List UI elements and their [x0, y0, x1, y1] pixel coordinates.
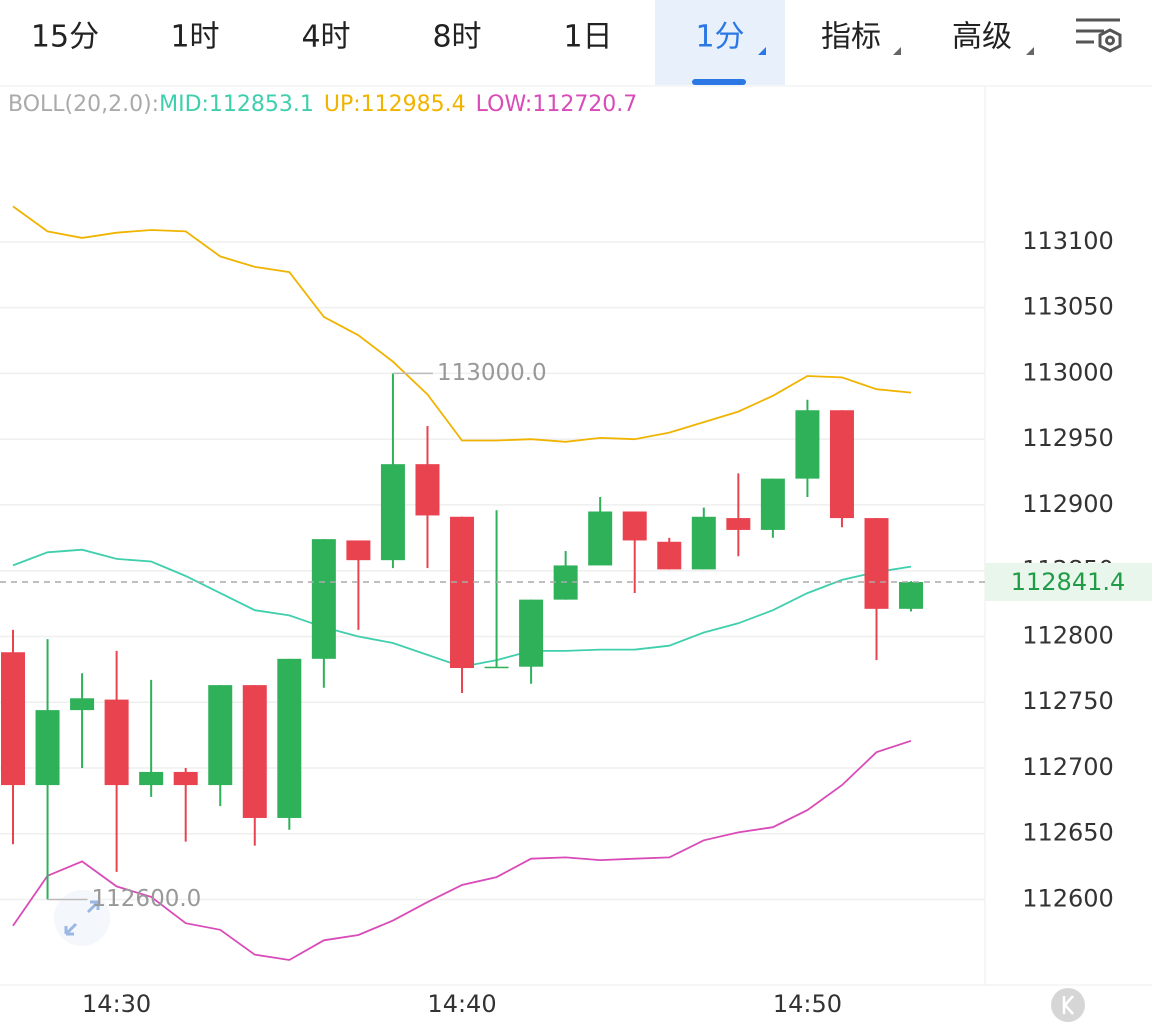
y-tick-label: 113050 [1022, 293, 1114, 321]
candle-body [657, 541, 682, 570]
zoom-icon[interactable] [54, 890, 110, 946]
y-tick-label: 113100 [1022, 227, 1114, 255]
annotation-label: 112600.0 [92, 886, 202, 912]
tab-caret [893, 47, 901, 55]
legend-entry: UP:112985.4 [324, 92, 466, 117]
reset-icon[interactable] [1051, 988, 1085, 1022]
legend-entry: MID:112853.1 [159, 92, 314, 117]
candle-body [484, 666, 509, 669]
candle-body [139, 771, 164, 786]
tab[interactable]: 1时 [170, 20, 219, 55]
candle-body [208, 685, 233, 786]
candle-body [173, 771, 198, 786]
y-tick-label: 112900 [1022, 490, 1114, 518]
candle-body [104, 699, 129, 786]
last-price-label: 112841.4 [1011, 568, 1126, 596]
annotation-label: 113000.0 [437, 360, 547, 386]
y-tick-label: 112800 [1022, 621, 1114, 649]
y-tick-label: 112700 [1022, 753, 1114, 781]
x-tick-label: 14:40 [427, 990, 496, 1018]
tab-caret [1026, 47, 1034, 55]
legend-entry: BOLL(20,2.0): [8, 92, 159, 117]
selected-tab-bg [655, 0, 785, 85]
tab-indicator [692, 79, 746, 85]
candle-body [622, 511, 647, 541]
tab[interactable]: 8时 [432, 20, 481, 55]
candle-body [415, 464, 440, 516]
tab[interactable]: 15分 [31, 20, 99, 55]
candle-body [1, 652, 25, 786]
tab[interactable]: 4时 [301, 20, 350, 55]
candle-body [864, 518, 889, 609]
y-tick-label: 112650 [1022, 819, 1114, 847]
candle-body [242, 685, 267, 818]
x-tick-label: 14:50 [773, 990, 842, 1018]
candle-body [311, 539, 336, 659]
candle-body [380, 464, 405, 561]
candle-body [726, 518, 751, 530]
y-tick-label: 113000 [1022, 358, 1114, 386]
candle-body [450, 516, 475, 669]
settings-icon[interactable] [1076, 18, 1122, 53]
candle-body [70, 698, 95, 711]
tab-caret [758, 47, 766, 55]
candle-body [829, 410, 854, 519]
y-tick-label: 112750 [1022, 687, 1114, 715]
candle-body [35, 710, 60, 786]
x-tick-label: 14:30 [82, 990, 151, 1018]
tab[interactable]: 1日 [563, 20, 612, 55]
candle-body [691, 516, 716, 570]
tab[interactable]: 指标 [821, 20, 881, 55]
candle-body [346, 540, 371, 561]
legend-entry: LOW:112720.7 [476, 92, 638, 117]
candle-body [277, 658, 302, 818]
y-tick-label: 112600 [1022, 885, 1114, 913]
candle-body [588, 511, 613, 566]
last-price-box [985, 563, 1152, 602]
boll-line [12, 739, 912, 961]
candle-body [899, 582, 924, 609]
y-tick-label: 112950 [1022, 424, 1114, 452]
candle-body [795, 410, 820, 479]
tab[interactable]: 1分 [695, 20, 744, 55]
boll-line [12, 205, 912, 443]
tab[interactable]: 高级 [952, 20, 1012, 55]
legend: BOLL(20,2.0):MID:112853.1 UP:112985.4 LOW:… [8, 92, 637, 117]
candle-body [760, 478, 785, 530]
candle-body [519, 599, 544, 667]
